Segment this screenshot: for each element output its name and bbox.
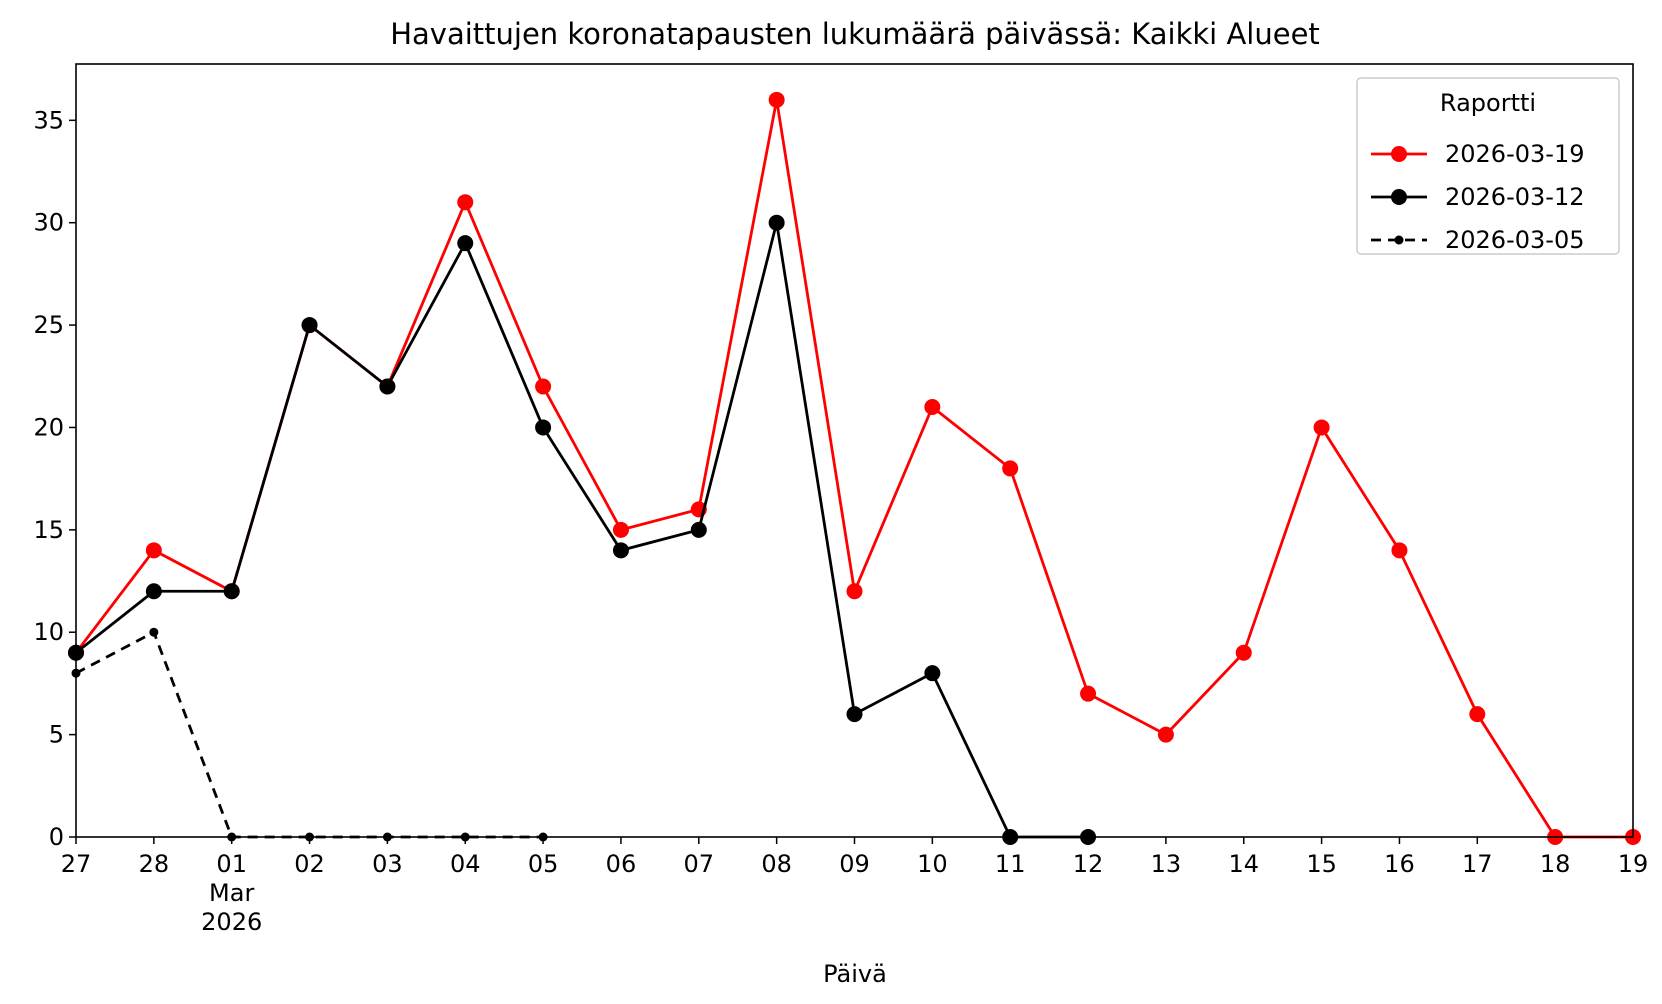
y-tick-label: 25 xyxy=(33,311,64,339)
series-marker xyxy=(612,521,629,538)
series-marker xyxy=(690,521,707,538)
x-tick-label: 14 xyxy=(1228,850,1259,878)
x-tick-label: 18 xyxy=(1540,850,1571,878)
plot-frame xyxy=(75,63,1634,838)
x-tick-label: 05 xyxy=(528,850,559,878)
x-tick-label: 15 xyxy=(1306,850,1337,878)
series-marker xyxy=(301,317,318,334)
x-tick-label: 01 Mar 2026 xyxy=(201,850,262,936)
legend-title: Raportti xyxy=(1440,89,1536,117)
series-marker xyxy=(145,542,162,559)
series-marker xyxy=(1002,460,1019,477)
legend-box xyxy=(1356,77,1620,255)
x-tick-label: 08 xyxy=(761,850,792,878)
x-tick-label: 04 xyxy=(450,850,481,878)
series-marker xyxy=(145,583,162,600)
legend-label: 2026-03-12 xyxy=(1445,183,1584,211)
x-tick-label: 02 xyxy=(294,850,325,878)
legend-marker xyxy=(1391,146,1407,162)
series-marker xyxy=(1391,542,1408,559)
legend-marker xyxy=(1391,189,1407,205)
x-tick-label: 19 xyxy=(1618,850,1649,878)
x-tick-label: 07 xyxy=(684,850,715,878)
x-tick-label: 06 xyxy=(606,850,637,878)
legend-label: 2026-03-05 xyxy=(1445,226,1584,254)
series-marker xyxy=(457,235,474,252)
series-marker xyxy=(535,419,552,436)
x-tick-label: 11 xyxy=(995,850,1026,878)
x-tick-label: 16 xyxy=(1384,850,1415,878)
series-marker xyxy=(612,542,629,559)
series-marker xyxy=(768,91,785,108)
x-tick-label: 28 xyxy=(139,850,170,878)
x-tick-label: 03 xyxy=(372,850,403,878)
series-marker xyxy=(846,706,863,723)
x-tick-label: 13 xyxy=(1151,850,1182,878)
series-marker xyxy=(149,627,159,637)
x-axis-label: Päivä xyxy=(823,960,887,988)
series-marker xyxy=(924,665,941,682)
series-line xyxy=(75,222,1089,839)
y-tick-label: 15 xyxy=(33,516,64,544)
y-tick-label: 35 xyxy=(33,106,64,134)
x-tick-label: 09 xyxy=(839,850,870,878)
x-tick-label: 12 xyxy=(1073,850,1104,878)
x-tick-label: 10 xyxy=(917,850,948,878)
series-marker xyxy=(924,398,941,415)
series-marker xyxy=(223,583,240,600)
y-tick-label: 30 xyxy=(33,209,64,237)
series-marker xyxy=(1313,419,1330,436)
x-tick-label: 17 xyxy=(1462,850,1493,878)
y-tick-label: 0 xyxy=(49,823,64,851)
series-marker xyxy=(1080,685,1097,702)
y-tick-label: 10 xyxy=(33,618,64,646)
series-marker xyxy=(535,378,552,395)
y-tick-label: 5 xyxy=(49,721,64,749)
series-marker xyxy=(1235,644,1252,661)
series-marker xyxy=(846,583,863,600)
series-marker xyxy=(1157,726,1174,743)
series-marker xyxy=(379,378,396,395)
y-tick-label: 20 xyxy=(33,413,64,441)
series-marker xyxy=(457,194,474,211)
x-tick-label: 27 xyxy=(61,850,92,878)
series-line xyxy=(75,630,544,839)
chart-title: Havaittujen koronatapausten lukumäärä pä… xyxy=(390,17,1320,51)
series-marker xyxy=(768,214,785,231)
series-marker xyxy=(1469,706,1486,723)
legend-marker xyxy=(1394,235,1404,245)
legend-label: 2026-03-19 xyxy=(1445,140,1584,168)
